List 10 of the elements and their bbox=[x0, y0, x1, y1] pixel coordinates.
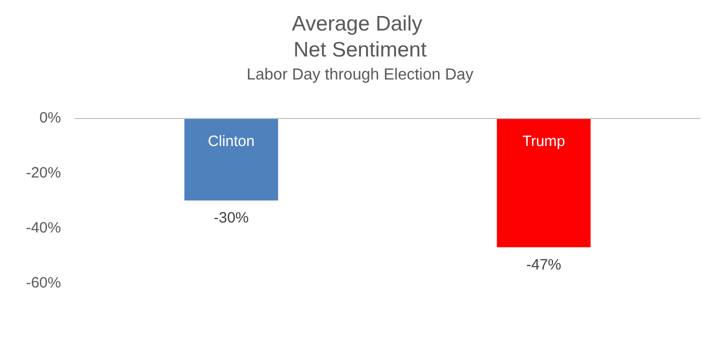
x-tick-label: Trump bbox=[522, 133, 566, 150]
data-label: -30% bbox=[214, 210, 249, 226]
x-tick-label: Clinton bbox=[208, 133, 255, 150]
y-tick-label: -40% bbox=[26, 220, 61, 236]
y-tick-label: -20% bbox=[26, 164, 61, 182]
y-tick-label: 0% bbox=[39, 110, 61, 126]
chart-subtitle: Labor Day through Election Day bbox=[246, 66, 474, 84]
chart-title: Average Daily Net Sentiment bbox=[292, 12, 428, 62]
data-label: -47% bbox=[526, 256, 562, 274]
y-tick-label: -60% bbox=[26, 274, 61, 292]
